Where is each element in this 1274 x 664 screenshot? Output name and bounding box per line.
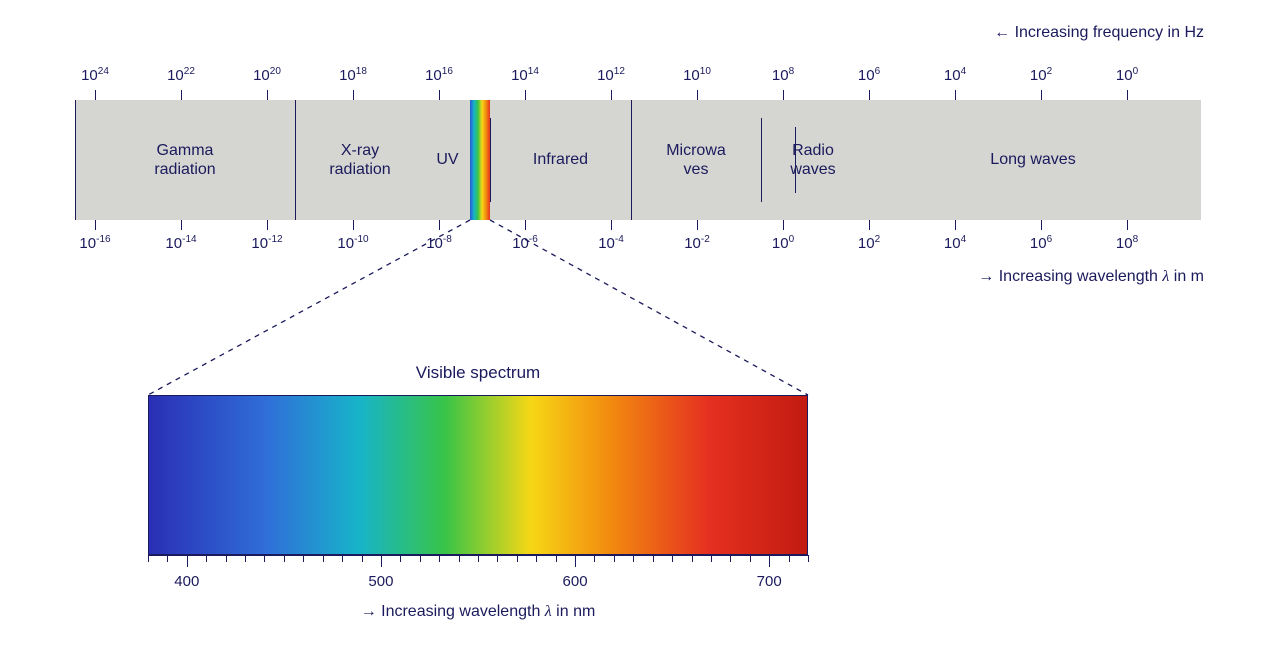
- band-label: Microwaves: [631, 100, 761, 220]
- wave-tick-label: 10-4: [598, 234, 624, 252]
- visible-light-sliver: [470, 100, 490, 220]
- frequency-direction-note: ← Increasing frequency in Hz: [994, 24, 1204, 42]
- band-label: UV: [425, 100, 470, 220]
- wave-tick-label: 10-14: [165, 234, 196, 252]
- wave-tick-label: 108: [1116, 234, 1138, 252]
- wave-tick-label: 10-2: [684, 234, 710, 252]
- visible-wavelength-note: → Increasing wavelength λ in nm: [148, 603, 808, 621]
- freq-tick-label: 108: [772, 66, 794, 84]
- wave-tick-label: 10-16: [79, 234, 110, 252]
- freq-tick-label: 102: [1030, 66, 1052, 84]
- wave-tick-label: 10-10: [337, 234, 368, 252]
- wavelength-direction-note: → Increasing wavelength λ in m: [978, 268, 1204, 286]
- band-label: Gammaradiation: [75, 100, 295, 220]
- visible-tick-label: 600: [563, 573, 588, 590]
- freq-tick-label: 100: [1116, 66, 1138, 84]
- freq-tick-label: 1012: [597, 66, 625, 84]
- freq-tick-label: 1016: [425, 66, 453, 84]
- wave-tick-label: 106: [1030, 234, 1052, 252]
- em-spectrum-bar: GammaradiationX-rayradiationUVInfraredMi…: [75, 100, 1201, 220]
- freq-tick-label: 1014: [511, 66, 539, 84]
- freq-tick-label: 1010: [683, 66, 711, 84]
- visible-tick-label: 700: [757, 573, 782, 590]
- band-label: X-rayradiation: [295, 100, 425, 220]
- wave-tick-label: 10-8: [426, 234, 452, 252]
- band-label: Long waves: [865, 100, 1201, 220]
- wave-tick-label: 104: [944, 234, 966, 252]
- wave-tick-label: 100: [772, 234, 794, 252]
- freq-tick-label: 104: [944, 66, 966, 84]
- band-label: Radiowaves: [761, 100, 865, 220]
- visible-tick-label: 500: [368, 573, 393, 590]
- band-label: Infrared: [490, 100, 631, 220]
- visible-tick-label: 400: [174, 573, 199, 590]
- freq-tick-label: 1018: [339, 66, 367, 84]
- freq-tick-label: 1020: [253, 66, 281, 84]
- wave-tick-label: 10-12: [251, 234, 282, 252]
- visible-spectrum-title: Visible spectrum: [148, 363, 808, 383]
- freq-tick-label: 1022: [167, 66, 195, 84]
- freq-tick-label: 106: [858, 66, 880, 84]
- wave-tick-label: 10-6: [512, 234, 538, 252]
- freq-tick-label: 1024: [81, 66, 109, 84]
- wave-tick-label: 102: [858, 234, 880, 252]
- visible-spectrum-bar: [148, 395, 808, 555]
